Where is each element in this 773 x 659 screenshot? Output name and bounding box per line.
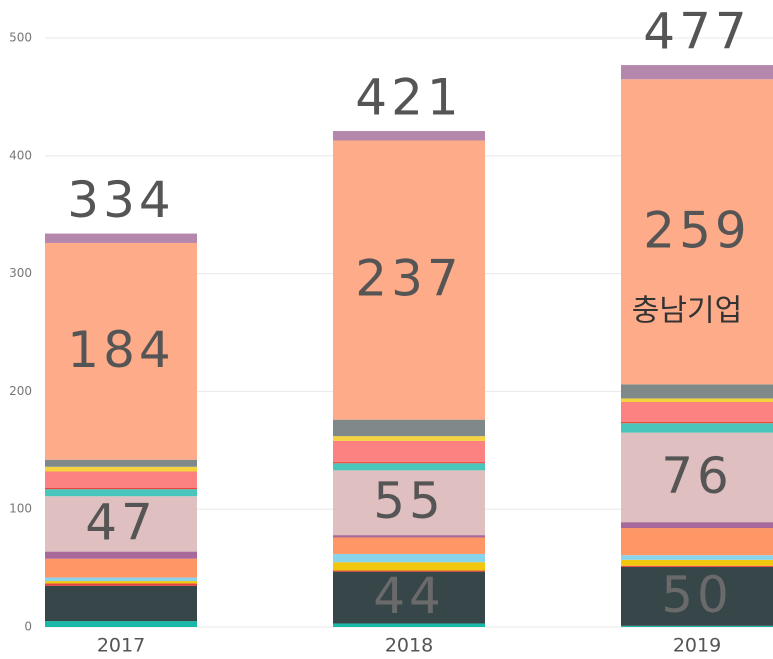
bar-segment (333, 140, 485, 420)
bar-segment (621, 384, 773, 399)
bar-segment (621, 65, 773, 80)
bar-segment (333, 537, 485, 554)
bar-segment (621, 559, 773, 566)
bar-segment (621, 422, 773, 424)
data-label: 259 (643, 201, 750, 259)
bar-segment (333, 535, 485, 538)
x-tick-label: 2018 (385, 635, 433, 657)
data-label: 76 (661, 447, 733, 505)
x-tick-label: 2017 (97, 635, 145, 657)
bar-segment (333, 562, 485, 571)
bar-segment (333, 419, 485, 437)
bar-segment (621, 522, 773, 529)
annotation: 충남기업 (632, 294, 742, 329)
bar-segment (45, 487, 197, 490)
y-tick-label: 200 (9, 384, 32, 398)
bar-segment (621, 402, 773, 423)
bar-segment (45, 583, 197, 586)
y-tick-label: 300 (9, 266, 32, 280)
data-label: 50 (661, 566, 733, 624)
bar-segment (621, 398, 773, 403)
data-label: 184 (67, 321, 174, 379)
bar-segment (621, 423, 773, 433)
bar-segment (45, 242, 197, 460)
y-tick-label: 100 (9, 502, 32, 516)
x-tick-label: 2019 (673, 635, 721, 657)
y-tick-label: 400 (9, 148, 32, 162)
bar-segment (45, 585, 197, 622)
bar-segment (333, 470, 485, 536)
bar-segment (45, 577, 197, 582)
bar-segment (45, 551, 197, 559)
bar-segment (333, 623, 485, 627)
bar-segment (621, 432, 773, 523)
total-label: 421 (355, 69, 462, 127)
bar-segment (333, 436, 485, 441)
bar-segment (621, 625, 773, 627)
bar-segment (333, 463, 485, 471)
bar-segment (333, 440, 485, 463)
bar-segment (333, 553, 485, 563)
bar-segment (621, 566, 773, 626)
bar-segment (45, 581, 197, 584)
bar-segment (45, 558, 197, 578)
bar-segment (45, 621, 197, 627)
data-label: 55 (373, 472, 445, 530)
total-label: 477 (643, 3, 750, 61)
bar-segment (333, 462, 485, 464)
bar-segment (45, 466, 197, 472)
bar-segment (45, 233, 197, 243)
bar-segment (45, 489, 197, 497)
bar-segment (45, 471, 197, 488)
bar-segment (333, 571, 485, 624)
bar-segment (621, 528, 773, 556)
data-label: 47 (85, 493, 157, 551)
y-tick-label: 0 (24, 620, 32, 634)
data-label: 44 (373, 567, 445, 625)
bar-segment (333, 131, 485, 141)
bar-segment (333, 570, 485, 572)
bar-segment (45, 496, 197, 552)
bar-segment (621, 79, 773, 385)
data-label: 237 (355, 250, 462, 308)
bar-segment (45, 459, 197, 467)
y-tick-label: 500 (9, 31, 32, 45)
total-label: 334 (67, 171, 174, 229)
bar-segment (621, 565, 773, 567)
bar-segment (621, 555, 773, 560)
